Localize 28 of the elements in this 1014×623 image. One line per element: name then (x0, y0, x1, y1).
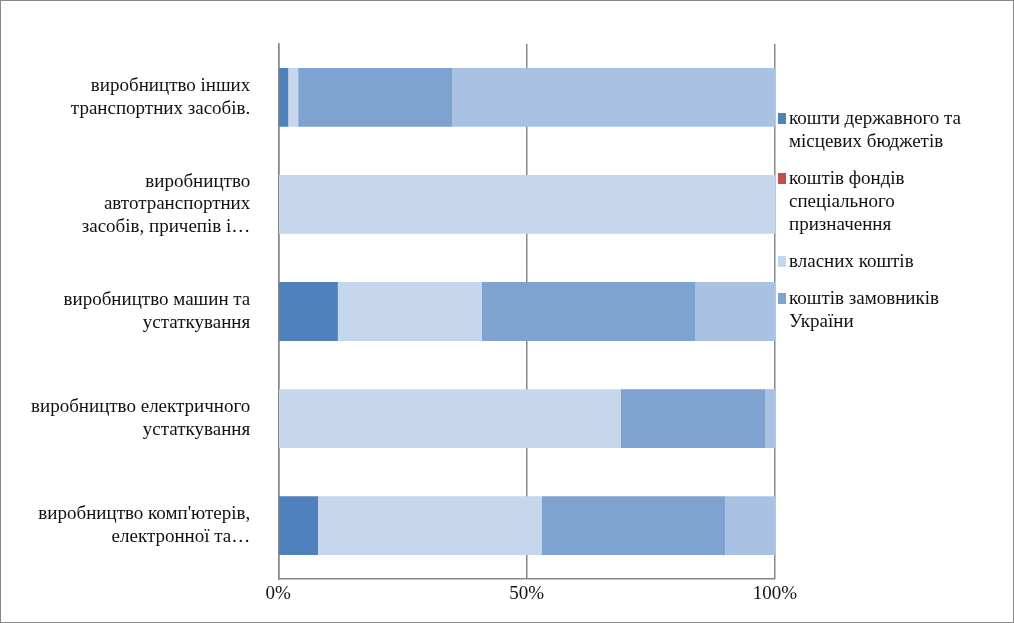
bar (337, 282, 482, 341)
bar (279, 389, 622, 449)
bar (481, 282, 696, 341)
bar (695, 282, 775, 341)
bar (725, 496, 775, 556)
y-tick-label: виробництво інших транспортних засобів. (70, 73, 251, 118)
bar (452, 67, 775, 127)
bar (541, 496, 726, 556)
y-tick-label: виробництво електричного устаткування (31, 395, 251, 439)
legend-label: власних коштів (789, 249, 914, 272)
bar (279, 496, 319, 556)
bar (318, 496, 542, 556)
bar (279, 282, 338, 341)
x-tick-label: 100% (752, 581, 798, 603)
bar (298, 67, 453, 127)
legend-label: коштів замовників України (789, 286, 940, 332)
bar (279, 174, 775, 234)
bar (279, 67, 289, 127)
legend-label: кошти державного та місцевих бюджетів (789, 106, 962, 152)
bar (765, 389, 775, 449)
y-tick-label: виробництво машин та устаткування (63, 288, 251, 332)
bar (621, 389, 766, 449)
legend-label: коштів фондів спеціального призначення (789, 166, 906, 235)
y-tick-label: виробництво автотранспортних засобів, причепів і… (81, 169, 251, 237)
x-tick-label: 0% (265, 581, 292, 603)
bar (288, 67, 299, 127)
x-tick-label: 50% (509, 581, 545, 603)
y-tick-label: виробництво комп'ютерів, електронної та… (38, 502, 251, 547)
